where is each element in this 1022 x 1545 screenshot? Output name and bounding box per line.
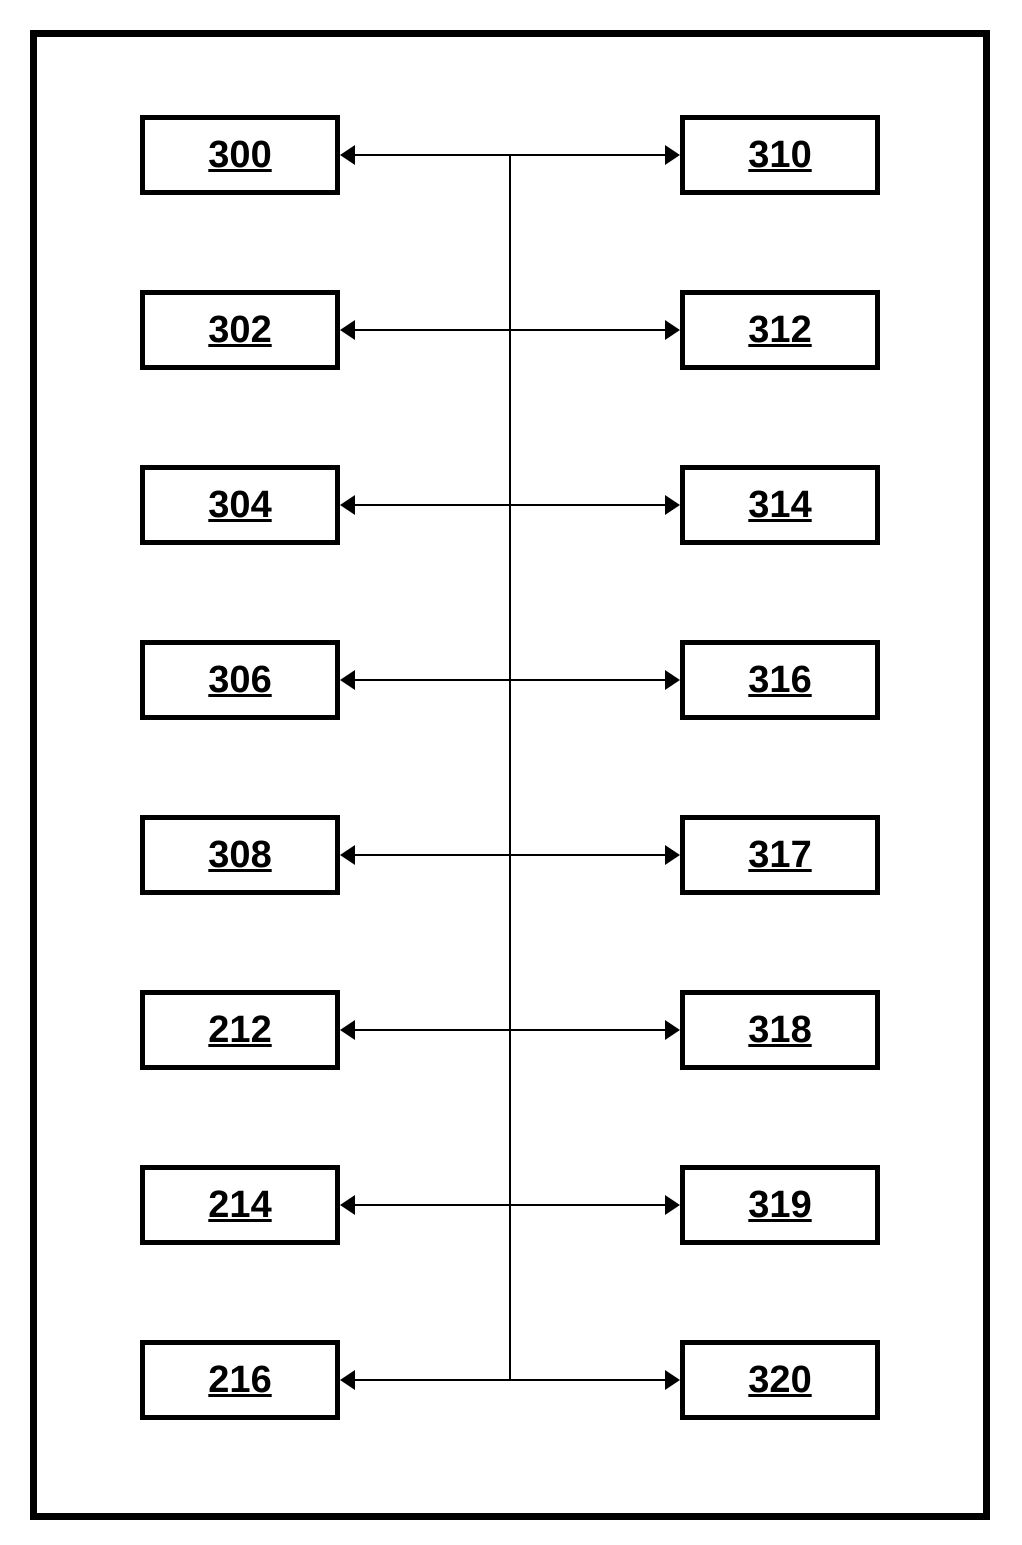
arrowhead-right [665,145,680,165]
node-left-6: 214 [140,1165,340,1245]
node-left-label-7: 216 [208,1359,271,1402]
node-left-label-6: 214 [208,1184,271,1227]
node-right-0: 310 [680,115,880,195]
connector-row-1 [350,329,670,331]
arrowhead-left [340,845,355,865]
arrowhead-left [340,670,355,690]
connector-row-3 [350,679,670,681]
node-left-1: 302 [140,290,340,370]
node-right-label-3: 316 [748,659,811,702]
node-right-2: 314 [680,465,880,545]
arrowhead-right [665,845,680,865]
node-left-5: 212 [140,990,340,1070]
arrowhead-left [340,145,355,165]
node-right-label-0: 310 [748,134,811,177]
node-left-label-5: 212 [208,1009,271,1052]
node-right-label-5: 318 [748,1009,811,1052]
arrowhead-right [665,670,680,690]
connector-row-7 [350,1379,670,1381]
node-right-1: 312 [680,290,880,370]
node-left-label-3: 306 [208,659,271,702]
connector-row-6 [350,1204,670,1206]
connector-row-5 [350,1029,670,1031]
node-right-label-7: 320 [748,1359,811,1402]
node-right-7: 320 [680,1340,880,1420]
arrowhead-right [665,495,680,515]
connector-row-4 [350,854,670,856]
arrowhead-right [665,1195,680,1215]
node-left-label-1: 302 [208,309,271,352]
node-right-6: 319 [680,1165,880,1245]
arrowhead-right [665,320,680,340]
node-left-label-2: 304 [208,484,271,527]
node-right-4: 317 [680,815,880,895]
node-left-7: 216 [140,1340,340,1420]
node-right-label-6: 319 [748,1184,811,1227]
arrowhead-right [665,1370,680,1390]
node-left-0: 300 [140,115,340,195]
arrowhead-left [340,1195,355,1215]
node-left-label-4: 308 [208,834,271,877]
connector-row-2 [350,504,670,506]
node-right-5: 318 [680,990,880,1070]
node-left-3: 306 [140,640,340,720]
arrowhead-left [340,1370,355,1390]
arrowhead-left [340,320,355,340]
arrowhead-left [340,495,355,515]
node-right-label-4: 317 [748,834,811,877]
node-left-label-0: 300 [208,134,271,177]
node-left-4: 308 [140,815,340,895]
connector-row-0 [350,154,670,156]
node-right-3: 316 [680,640,880,720]
node-right-label-1: 312 [748,309,811,352]
node-right-label-2: 314 [748,484,811,527]
arrowhead-right [665,1020,680,1040]
node-left-2: 304 [140,465,340,545]
arrowhead-left [340,1020,355,1040]
vertical-bus-line [509,155,511,1380]
